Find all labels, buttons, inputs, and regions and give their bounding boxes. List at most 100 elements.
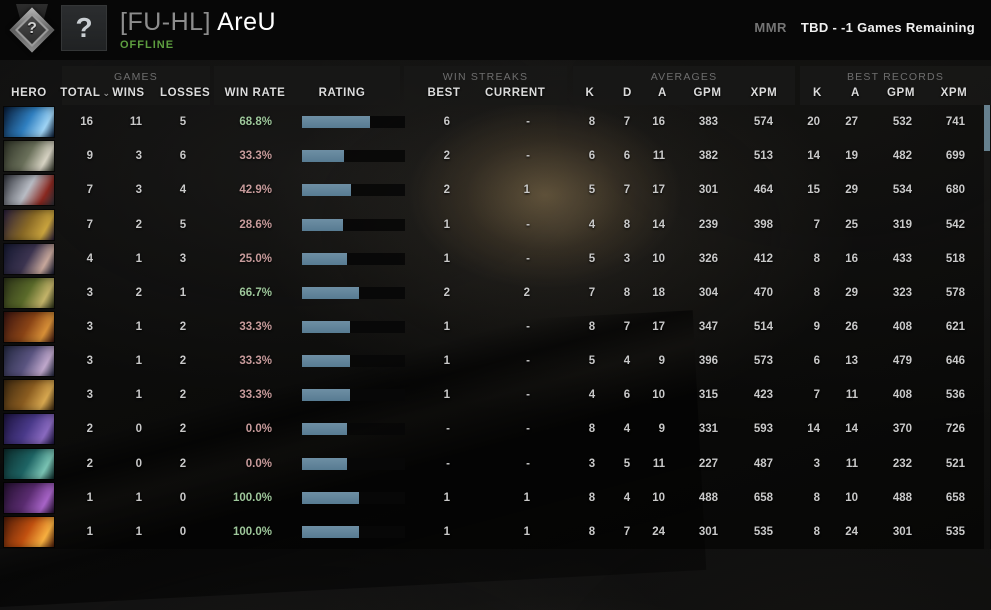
table-row[interactable]: 16 11 5 68.8% 6 - 8 7 16 383 574 20 27 5… (0, 105, 991, 139)
column-header-avg-deaths[interactable]: D (623, 87, 632, 99)
column-header-avg-assists[interactable]: A (658, 87, 667, 99)
win-rate-value: 42.9% (239, 184, 272, 197)
avg-kills-value: 7 (588, 286, 596, 299)
avg-kills-value: 8 (588, 321, 596, 334)
rating-bar (302, 389, 405, 402)
table-row[interactable]: 2 0 2 0.0% - - 8 4 9 331 593 14 14 370 7… (0, 412, 991, 446)
best-xpm-value: 518 (945, 252, 965, 265)
avg-gpm-value: 227 (698, 457, 718, 470)
column-header-total[interactable]: TOTAL ⌄ (60, 87, 111, 99)
avg-gpm-value: 383 (698, 116, 718, 129)
avg-gpm-value: 315 (698, 389, 718, 402)
column-header-streak-current[interactable]: CURRENT (485, 87, 546, 99)
table-row[interactable]: 7 3 4 42.9% 2 1 5 7 17 301 464 15 29 534… (0, 173, 991, 207)
rating-bar-fill (302, 286, 359, 299)
best-kills-value: 8 (813, 525, 820, 538)
hero-portrait-tinker[interactable] (4, 175, 54, 206)
avg-xpm-value: 513 (753, 150, 773, 163)
avg-gpm-value: 396 (698, 355, 718, 368)
hero-portrait-mirana[interactable] (4, 243, 54, 274)
streak-best-value: 1 (443, 218, 450, 231)
column-header-best-assists[interactable]: A (851, 87, 860, 99)
column-header-avg-kills[interactable]: K (585, 87, 595, 99)
streak-best-value: - (446, 457, 450, 470)
avg-gpm-value: 331 (698, 423, 718, 436)
column-header-best-gpm[interactable]: GPM (887, 87, 915, 99)
clan-tag: [FU-HL] (120, 8, 211, 36)
avg-deaths-value: 7 (623, 184, 631, 197)
streak-current-value: 1 (523, 525, 530, 538)
wins-value: 3 (135, 150, 142, 163)
hero-portrait-phoenix[interactable] (4, 516, 54, 547)
hero-portrait-oracle[interactable] (4, 209, 54, 240)
column-header-best-kills[interactable]: K (813, 87, 822, 99)
avg-assists-value: 14 (652, 218, 665, 231)
avg-deaths-value: 8 (623, 286, 631, 299)
averages-group-label: AVERAGES (650, 71, 718, 83)
table-row[interactable]: 2 0 2 0.0% - - 3 5 11 227 487 3 11 232 5… (0, 447, 991, 481)
table-row[interactable]: 7 2 5 28.6% 1 - 4 8 14 239 398 7 25 319 … (0, 207, 991, 241)
rating-bar (302, 116, 405, 129)
table-row[interactable]: 1 1 0 100.0% 1 1 8 7 24 301 535 8 24 301… (0, 515, 991, 549)
column-header-wins[interactable]: WINS (112, 87, 145, 99)
best-assists-value: 29 (845, 184, 858, 197)
table-row[interactable]: 3 2 1 66.7% 2 2 7 8 18 304 470 8 29 323 … (0, 276, 991, 310)
table-row[interactable]: 3 1 2 33.3% 1 - 4 6 10 315 423 7 11 408 … (0, 378, 991, 412)
wins-value: 2 (135, 218, 142, 231)
best-kills-value: 7 (813, 389, 820, 402)
hero-portrait-slardar[interactable] (4, 482, 54, 513)
column-header-avg-gpm[interactable]: GPM (693, 87, 722, 99)
win-rate-value: 100.0% (232, 491, 272, 504)
scrollbar-thumb[interactable] (984, 105, 990, 151)
rating-bar (302, 218, 405, 231)
avg-xpm-value: 470 (753, 286, 773, 299)
streak-current-value: 1 (523, 184, 530, 197)
best-assists-value: 16 (845, 252, 858, 265)
column-header-rating[interactable]: RATING (318, 87, 366, 99)
table-row[interactable]: 1 1 0 100.0% 1 1 8 4 10 488 658 8 10 488… (0, 481, 991, 515)
table-scrollbar[interactable] (984, 105, 990, 549)
avg-deaths-value: 4 (623, 491, 631, 504)
best-assists-value: 11 (845, 457, 858, 470)
hero-portrait-tidehunter[interactable] (4, 448, 54, 479)
best-assists-value: 26 (845, 321, 858, 334)
streak-current-value: - (526, 116, 530, 129)
table-row[interactable]: 3 1 2 33.3% 1 - 5 4 9 396 573 6 13 479 6… (0, 344, 991, 378)
hero-portrait-alchemist[interactable] (4, 277, 54, 308)
hero-portrait-drow-ranger[interactable] (4, 346, 54, 377)
player-avatar[interactable]: ? (61, 5, 107, 51)
hero-portrait-techies[interactable] (4, 380, 54, 411)
rating-bar-fill (302, 525, 359, 538)
hero-portrait-riki[interactable] (4, 414, 54, 445)
losses-value: 2 (179, 423, 187, 436)
column-header-best-xpm[interactable]: XPM (940, 87, 968, 99)
table-row[interactable]: 3 1 2 33.3% 1 - 8 7 17 347 514 9 26 408 … (0, 310, 991, 344)
rating-bar-fill (302, 491, 359, 504)
column-header-avg-xpm[interactable]: XPM (750, 87, 778, 99)
column-header-streak-best[interactable]: BEST (427, 87, 461, 99)
streak-best-value: 1 (443, 389, 450, 402)
profile-header: ? ? [FU-HL] AreU OFFLINE MMR TBD - -1 Gam… (0, 0, 991, 60)
streak-best-value: 1 (443, 252, 450, 265)
player-name-text: AreU (211, 8, 277, 36)
column-header-losses[interactable]: LOSSES (160, 87, 211, 99)
player-name: [FU-HL] AreU (120, 8, 276, 37)
avg-kills-value: 6 (588, 150, 596, 163)
hero-portrait-legion-commander[interactable] (4, 312, 54, 343)
hero-portrait-sniper[interactable] (4, 141, 54, 172)
column-header-hero[interactable]: HERO (11, 87, 47, 99)
table-row[interactable]: 9 3 6 33.3% 2 - 6 6 11 382 513 14 19 482… (0, 139, 991, 173)
hero-portrait-razor[interactable] (4, 107, 54, 138)
table-row[interactable]: 4 1 3 25.0% 1 - 5 3 10 326 412 8 16 433 … (0, 242, 991, 276)
rating-bar-fill (302, 423, 348, 436)
win-rate-value: 68.8% (239, 116, 272, 129)
wins-value: 2 (135, 286, 142, 299)
total-games-value: 7 (86, 184, 93, 197)
streak-best-value: 2 (443, 286, 450, 299)
winrate-group-panel (214, 66, 400, 105)
avg-gpm-value: 301 (698, 525, 718, 538)
column-header-win-rate[interactable]: WIN RATE (224, 87, 286, 99)
avg-xpm-value: 535 (753, 525, 773, 538)
best-xpm-value: 680 (945, 184, 965, 197)
best-kills-value: 8 (813, 252, 820, 265)
